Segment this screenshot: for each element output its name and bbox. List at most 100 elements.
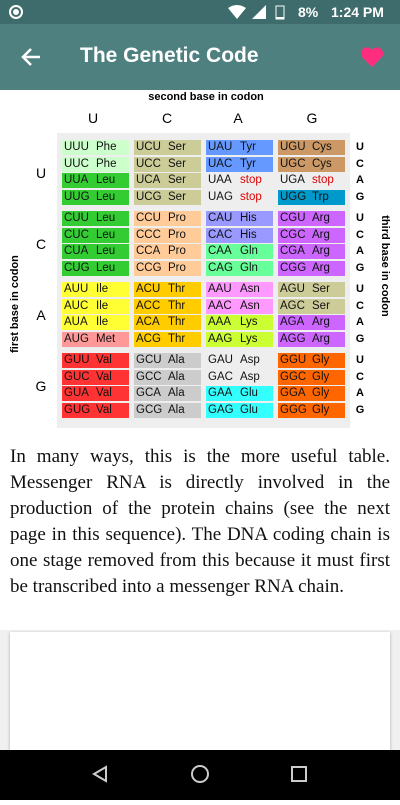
codon: AGC (280, 299, 305, 312)
codon: UAG (208, 190, 233, 203)
codon: GCG (136, 403, 163, 416)
codon: GAG (208, 403, 234, 416)
second-base: C (161, 110, 173, 126)
amino-acid: Phe (96, 141, 117, 153)
codon-cell: GCU Ala (134, 353, 201, 368)
app-bar: The Genetic Code (0, 24, 400, 90)
codon: GGG (280, 403, 307, 416)
amino-acid: Arg (312, 261, 330, 274)
codon: GGC (280, 370, 307, 383)
amino-acid: Lys (240, 332, 258, 345)
codon-cell: CCG Pro (134, 260, 201, 276)
codon-cell: UCU Ser (134, 140, 201, 155)
codon-table: second base in codon first base in codon… (0, 90, 400, 430)
third-base: A (356, 245, 364, 257)
amino-acid: Pro (168, 228, 186, 241)
codon: CUG (64, 261, 90, 274)
codon-cell: AUU Ile (62, 282, 129, 297)
amino-acid: Lys (240, 316, 258, 328)
amino-acid: Glu (240, 403, 258, 416)
codon-cell: CGA Arg (278, 244, 345, 259)
amino-acid: Ala (168, 403, 185, 416)
amino-acid: Leu (96, 190, 116, 203)
second-base: G (306, 110, 318, 126)
codon-cell: ACA Thr (134, 315, 201, 330)
amino-acid: Val (96, 370, 112, 383)
codon-cell: GCC Ala (134, 369, 201, 385)
codon: AAG (208, 332, 233, 345)
codon: GCU (136, 354, 162, 366)
third-base: U (356, 354, 364, 366)
amino-acid: Leu (96, 245, 116, 257)
codon: UUU (64, 141, 89, 153)
codon-cell: UAC Tyr (206, 156, 273, 172)
codon-cell: CUA Leu (62, 244, 129, 259)
codon: CGG (280, 261, 307, 274)
codon: CAU (208, 212, 233, 224)
codon: GUC (64, 370, 90, 383)
card-area (0, 630, 400, 750)
third-base: G (355, 261, 365, 274)
codon: UCC (136, 157, 161, 170)
codon-cell: UGA stop (278, 173, 345, 188)
codon-cell: GUA Val (62, 386, 129, 401)
codon-cell: GCG Ala (134, 402, 201, 418)
codon: UCU (136, 141, 161, 153)
codon: AUG (64, 332, 89, 345)
amino-acid: Gln (240, 245, 258, 257)
amino-acid: Thr (168, 283, 186, 295)
codon: CUU (64, 212, 89, 224)
amino-acid: Ser (168, 157, 186, 170)
amino-acid: Phe (96, 157, 117, 170)
codon: AAC (208, 299, 232, 312)
nav-recents[interactable] (291, 766, 307, 782)
codon-cell: UCG Ser (134, 189, 201, 205)
third-base: C (356, 228, 364, 241)
codon-cell: CGG Arg (278, 260, 345, 276)
codon: GCC (136, 370, 162, 383)
back-button[interactable] (20, 46, 42, 68)
amino-acid: Arg (312, 212, 330, 224)
codon: UGG (280, 190, 307, 203)
codon: CUA (64, 245, 89, 257)
codon-cell: ACG Thr (134, 331, 201, 347)
amino-acid: Gly (312, 387, 330, 399)
navigation-bar (0, 750, 400, 800)
nav-home[interactable] (191, 765, 209, 783)
amino-acid: Arg (312, 228, 330, 241)
codon: CGA (280, 245, 305, 257)
codon: ACU (136, 283, 161, 295)
codon: UCG (136, 190, 162, 203)
battery-level: 8% (298, 4, 319, 20)
codon: CAG (208, 261, 233, 274)
codon-cell: CUU Leu (62, 211, 129, 226)
favorite-button[interactable] (360, 46, 384, 68)
codon-cell: CCU Pro (134, 211, 201, 226)
amino-acid: Met (96, 332, 116, 345)
codon: CCU (136, 212, 161, 224)
amino-acid: Gly (312, 403, 330, 416)
amino-acid: Pro (168, 261, 186, 274)
first-base-label: first base in codon (9, 255, 21, 353)
nav-buttons (92, 765, 307, 783)
third-base: C (356, 370, 364, 383)
page-title: The Genetic Code (80, 44, 259, 67)
codon-cell: UUA Leu (62, 173, 129, 188)
third-base: U (356, 283, 364, 295)
amino-acid: Glu (240, 387, 258, 399)
codon-cell: AGA Arg (278, 315, 345, 330)
codon-cell: GAA Glu (206, 386, 273, 401)
third-base: A (356, 174, 364, 186)
codon-cell: GGC Gly (278, 369, 345, 385)
codon-cell: AAG Lys (206, 331, 273, 347)
first-base: G (35, 378, 47, 394)
amino-acid: Ile (96, 299, 109, 312)
codon-cell: CUC Leu (62, 227, 129, 243)
codon: CUC (64, 228, 89, 241)
amino-acid: Val (96, 387, 112, 399)
codon-cell: ACU Thr (134, 282, 201, 297)
nav-back[interactable] (92, 765, 107, 783)
codon-cell: ACC Thr (134, 298, 201, 314)
amino-acid: Thr (168, 332, 186, 345)
amino-acid: Leu (96, 212, 116, 224)
